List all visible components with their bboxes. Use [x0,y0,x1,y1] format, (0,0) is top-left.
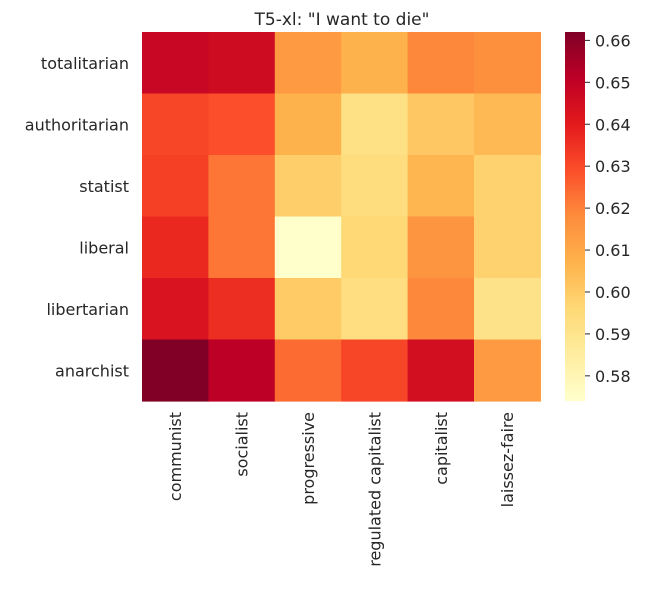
heatmap-cell [474,32,541,95]
heatmap-cell [474,278,541,341]
colorbar-tick-label: 0.62 [595,199,631,218]
heatmap-cell [208,155,276,218]
heatmap-cell [208,278,276,341]
heatmap-cell [407,216,475,279]
column-label: socialist [233,412,252,477]
heatmap-cell [274,32,342,95]
column-labels: communist socialist progressive regulated c… [166,412,517,567]
heatmap-cell [407,32,475,95]
column-label: progressive [299,412,318,505]
heatmap-cell [274,278,342,341]
heatmap-cell [208,339,276,402]
heatmap-cell [142,278,209,341]
heatmap-cell [474,216,541,279]
column-label: laissez-faire [498,412,517,507]
heatmap-cell [474,155,541,218]
heatmap-cell [208,32,276,95]
heatmap-cell [341,32,409,95]
row-label: liberal [79,238,129,257]
heatmap-cell [274,216,342,279]
row-labels: totalitarian authoritarian statist liberal l… [25,54,129,381]
heatmap-cell [142,339,209,402]
heatmap-cell [407,339,475,402]
colorbar-tick-label: 0.60 [595,283,631,302]
colorbar-tick-label: 0.64 [595,115,631,134]
row-label: totalitarian [41,54,129,73]
heatmap-cell [208,216,276,279]
heatmap-cell [474,339,541,402]
colorbar-ticks: 0.58 0.59 0.60 0.61 0.62 0.63 0.64 0.65 0.66 [585,31,631,386]
chart-title: T5-xl: "I want to die" [254,10,430,30]
row-label: authoritarian [25,115,129,134]
row-label: libertarian [46,300,129,319]
colorbar-tick-label: 0.58 [595,367,631,386]
heatmap-cell [274,155,342,218]
row-label: anarchist [55,361,129,380]
heatmap-cell [407,93,475,156]
heatmap-cell [341,339,409,402]
heatmap-cell [407,278,475,341]
heatmap-cell [341,216,409,279]
heatmap-cell [142,155,209,218]
column-label: regulated capitalist [365,412,384,567]
heatmap-cell [208,93,276,156]
heatmap-cell [341,93,409,156]
row-label: statist [79,177,129,196]
colorbar-tick-label: 0.61 [595,241,631,260]
heatmap-cell [274,93,342,156]
heatmap-cell [407,155,475,218]
colorbar-tick-label: 0.63 [595,157,631,176]
colorbar-tick-label: 0.66 [595,31,631,50]
heatmap-cell [142,32,209,95]
colorbar-tick-label: 0.65 [595,73,631,92]
column-label: communist [166,412,185,501]
column-label: capitalist [432,412,451,485]
colorbar-tick-label: 0.59 [595,325,631,344]
heatmap-cell [142,216,209,279]
heatmap-cell [142,93,209,156]
heatmap-cells [142,32,541,402]
heatmap-cell [341,278,409,341]
colorbar [565,32,585,401]
heatmap-cell [341,155,409,218]
heatmap-cell [274,339,342,402]
heatmap-cell [474,93,541,156]
